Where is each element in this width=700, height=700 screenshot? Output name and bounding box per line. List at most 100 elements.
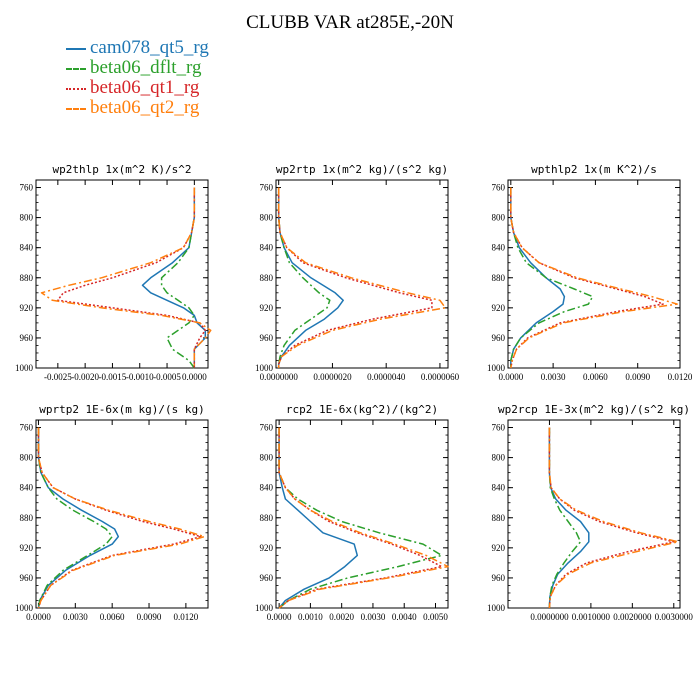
series-line: [510, 187, 594, 368]
legend-swatch: [66, 108, 86, 110]
legend-label: beta06_qt1_rg: [90, 77, 200, 98]
x-tick-label: 0.0000060: [421, 372, 460, 382]
x-tick-label: 0.0060: [100, 612, 125, 622]
series-line: [548, 427, 590, 609]
y-tick-label: 880: [260, 273, 274, 283]
y-tick-label: 880: [20, 273, 34, 283]
series-line: [548, 427, 675, 609]
y-tick-label: 840: [20, 483, 34, 493]
y-tick-label: 760: [20, 423, 34, 433]
series-line: [37, 427, 202, 609]
legend-label: cam078_qt5_rg: [90, 37, 209, 58]
series-line: [37, 427, 206, 609]
plot-panel: wp2rcp 1E-3x(m^2 kg)/(s^2 kg) 760 800 840 88…: [487, 403, 693, 622]
series-line: [37, 427, 113, 609]
x-tick-label: 0.0090: [137, 612, 162, 622]
y-tick-label: 840: [492, 243, 506, 253]
x-tick-label: -0.0015: [99, 372, 127, 382]
series-line: [141, 187, 207, 368]
y-tick-label: 960: [492, 333, 506, 343]
y-tick-label: 1000: [487, 363, 506, 373]
x-tick-label: -0.0010: [126, 372, 154, 382]
y-tick-label: 800: [20, 213, 34, 223]
series-line: [277, 187, 433, 368]
y-tick-label: 760: [492, 423, 506, 433]
panel-title: wp2thlp 1x(m^2 K)/s^2: [52, 163, 191, 176]
x-tick-label: 0.0030: [361, 612, 386, 622]
y-tick-label: 800: [20, 453, 34, 463]
x-tick-label: 0.0060: [583, 372, 608, 382]
panel-title: wpthlp2 1x(m K^2)/s: [531, 163, 657, 176]
legend-swatch: [66, 88, 86, 90]
panel-title: wprtp2 1E-6x(m kg)/(s kg): [39, 403, 205, 416]
x-tick-label: 0.0040: [392, 612, 417, 622]
x-tick-label: -0.0025: [44, 372, 72, 382]
series-line: [40, 187, 212, 368]
y-tick-label: 800: [492, 213, 506, 223]
y-tick-label: 840: [260, 483, 274, 493]
y-tick-label: 920: [20, 303, 34, 313]
y-tick-label: 920: [260, 303, 274, 313]
y-tick-label: 960: [20, 573, 34, 583]
plot-frame: [35, 179, 209, 369]
x-tick-label: 0.0000: [182, 372, 207, 382]
y-tick-label: 920: [260, 543, 274, 553]
panel-title: wp2rcp 1E-3x(m^2 kg)/(s^2 kg): [498, 403, 690, 416]
plot-frame: [275, 179, 449, 369]
plot-frame: [507, 179, 681, 369]
x-tick-label: 0.0000: [26, 612, 51, 622]
x-tick-label: 0.0120: [668, 372, 693, 382]
y-tick-label: 760: [260, 183, 274, 193]
x-tick-label: 0.0010000: [572, 612, 611, 622]
y-tick-label: 960: [260, 333, 274, 343]
plot-panel: rcp2 1E-6x(kg^2)/(kg^2) 760 800 840 880 920 96…: [255, 403, 449, 622]
series-line: [277, 187, 344, 368]
y-tick-label: 880: [492, 513, 506, 523]
y-tick-label: 960: [20, 333, 34, 343]
legend-label: beta06_qt2_rg: [90, 97, 200, 118]
x-tick-label: 0.0020: [329, 612, 354, 622]
y-tick-label: 760: [492, 183, 506, 193]
y-tick-label: 1000: [15, 363, 34, 373]
x-tick-label: 0.0000040: [367, 372, 406, 382]
plot-frame: [275, 419, 449, 609]
x-tick-label: -0.0020: [71, 372, 99, 382]
legend-swatch: [66, 48, 86, 50]
series-line: [37, 427, 120, 609]
y-tick-label: 1000: [255, 603, 274, 613]
x-tick-label: 0.0020000: [613, 612, 652, 622]
series-line: [278, 427, 443, 609]
x-tick-label: 0.0000020: [313, 372, 352, 382]
y-tick-label: 1000: [15, 603, 34, 613]
x-tick-label: 0.0030: [541, 372, 566, 382]
series-line: [278, 427, 443, 609]
y-tick-label: 800: [492, 453, 506, 463]
y-tick-label: 1000: [255, 363, 274, 373]
series-line: [548, 427, 679, 609]
series-line: [278, 427, 359, 609]
plot-panel: wpthlp2 1x(m K^2)/s 760 800 840 880 920 960 100…: [487, 163, 693, 382]
x-tick-label: 0.0030: [63, 612, 88, 622]
y-tick-label: 960: [492, 573, 506, 583]
series-line: [57, 187, 207, 368]
plot-panel: wprtp2 1E-6x(m kg)/(s kg) 760 800 840 880 920…: [15, 403, 209, 622]
series-line: [510, 187, 678, 369]
y-tick-label: 760: [20, 183, 34, 193]
series-line: [278, 427, 449, 609]
chart-main-title: CLUBB VAR at285E,-20N: [246, 12, 454, 33]
plot-frame: [507, 419, 681, 609]
legend-label: beta06_dflt_rg: [90, 57, 202, 78]
series-line: [277, 187, 447, 368]
panel-title: rcp2 1E-6x(kg^2)/(kg^2): [286, 403, 438, 416]
y-tick-label: 840: [20, 243, 34, 253]
y-tick-label: 880: [260, 513, 274, 523]
series-line: [277, 187, 331, 368]
x-tick-label: 0.0120: [174, 612, 199, 622]
x-tick-label: 0.0010: [298, 612, 323, 622]
x-tick-label: -0.0005: [153, 372, 181, 382]
x-tick-label: 0.0000: [267, 612, 292, 622]
x-tick-label: 0.0050: [423, 612, 448, 622]
y-tick-label: 760: [260, 423, 274, 433]
y-tick-label: 880: [492, 273, 506, 283]
